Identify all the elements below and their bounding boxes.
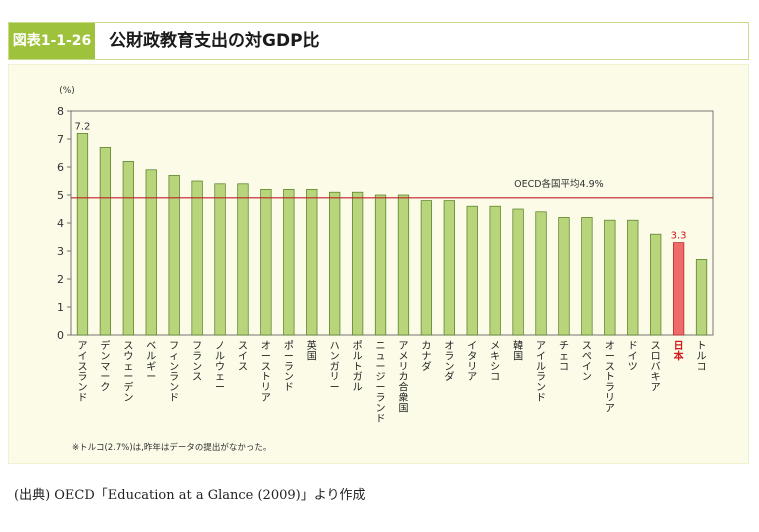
category-label: フィンランド [169,341,179,404]
category-label: アイスランド [77,341,87,404]
category-label: 韓国 [513,340,523,362]
bar [420,200,433,336]
bar [581,217,593,336]
source-citation: (出典) OECD「Education at a Glance (2009)」よ… [14,488,366,503]
bar [191,180,203,336]
y-tick-label: 6 [57,161,64,174]
category-label: イタリア [467,341,477,383]
y-axis-unit-label: (%) [59,86,75,96]
category-label: スウェーデン [123,341,133,404]
bar [489,205,501,336]
category-label-highlighted: 日本 [674,340,685,362]
y-tick-label: 7 [57,133,64,146]
chart-footnote: ※トルコ(2.7%)は,昨年はデータの提出がなかった。 [72,443,272,453]
y-tick-label: 5 [57,189,64,202]
bar [558,217,570,336]
bar [351,191,364,336]
oecd-average-label: OECD各国平均4.9% [514,178,604,190]
category-label: ドイツ [628,341,638,373]
category-label: スペイン [582,341,592,383]
figure-number-label: 図表1-1-26 [9,23,95,59]
category-label: ニュージーランド [376,341,386,425]
bar [306,189,318,336]
bar [374,194,387,336]
data-label: 3.3 [671,231,687,242]
bar [604,219,616,336]
bar-highlighted [672,242,685,336]
y-tick-label: 8 [57,105,64,118]
bar [627,219,639,336]
y-tick-label: 2 [57,273,64,286]
bar [443,200,455,336]
bar [260,189,272,336]
figure-title: 公財政教育支出の対GDP比 [109,31,320,51]
bar [122,161,134,336]
bar [535,211,547,336]
category-label: チェコ [559,340,569,373]
category-label: アメリカ合衆国 [398,341,408,414]
category-label: トルコ [697,341,707,373]
y-tick-label: 3 [57,245,64,258]
category-label: オーストラリア [605,340,615,414]
bar [283,189,295,336]
category-label: スイス [238,341,248,373]
category-label: メキシコ [490,341,500,383]
category-label: ポーランド [284,340,294,394]
category-label: アイルランド [536,341,546,404]
bar [512,208,524,336]
y-tick-label: 0 [57,329,64,342]
bar [214,183,226,336]
data-label: 7.2 [75,121,91,132]
y-tick-label: 4 [57,217,64,230]
bar [466,205,478,336]
category-label: スロバキア [651,341,661,394]
bar [99,147,112,336]
category-label: フランス [192,341,202,383]
bar [168,175,180,336]
bar [397,194,410,336]
bar [76,133,89,336]
category-label: カナダ [421,340,431,373]
category-label: ハンガリー [330,341,340,394]
plot-area-frame [70,110,714,336]
category-label: オランダ [444,340,454,383]
category-label: 英国 [307,339,317,362]
bar [329,191,341,336]
chart-panel: 0 1 2 3 4 5 6 7 8 (%) アイスランド デンマーク スウェーデン ベルギー フィンランド フ… [8,64,749,464]
bar-chart: 0 1 2 3 4 5 6 7 8 (%) アイスランド デンマーク スウェーデン ベルギー フィンランド フ… [57,86,714,425]
category-label: ポルトガル [353,340,363,394]
category-label: オーストリア [261,340,271,404]
bar [145,169,157,336]
bar [237,183,249,336]
y-tick-label: 1 [57,301,64,314]
category-label: ベルギー [146,340,156,383]
bar [695,259,708,336]
figure-header: 図表1-1-26 公財政教育支出の対GDP比 [8,22,749,60]
category-label: ノルウェー [215,341,225,394]
category-label: デンマーク [100,339,110,394]
bar [650,233,662,336]
